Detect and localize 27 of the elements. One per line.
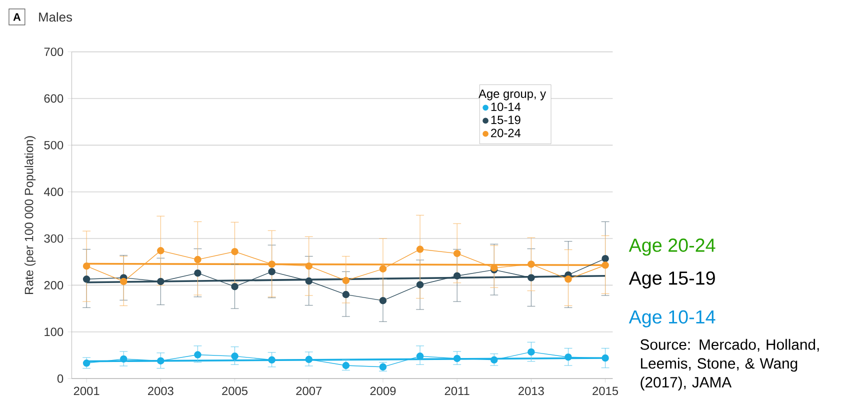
y-tick-label: 500	[44, 140, 64, 150]
y-tick-label: 600	[44, 94, 64, 102]
chart-title: Males	[39, 12, 72, 22]
y-tick-label: 400	[44, 187, 64, 196]
x-tick-label: 2001	[74, 386, 100, 395]
x-tick-label: 2015	[592, 386, 618, 395]
legend-label: 15-19	[491, 115, 520, 124]
x-tick-label: 2009	[370, 386, 396, 395]
text: A	[13, 12, 21, 20]
x-tick-label: 2011	[444, 386, 470, 395]
legend-title: Age group, y	[478, 89, 546, 100]
y-tick-label: 700	[44, 47, 64, 56]
y-tick-label: 200	[44, 280, 64, 290]
source-note: Source: Mercado, Holland, Leemis, Stone, & Wang (2017), JAMA	[640, 338, 819, 390]
text: Age 15-19	[628, 271, 715, 288]
x-tick-label: 2005	[222, 386, 248, 395]
y-tick-label: 300	[44, 234, 64, 242]
y-axis-title: Rate (per 100 000 Population)	[24, 136, 36, 294]
legend-label: 20-24	[491, 128, 521, 137]
x-tick-label: 2013	[518, 386, 544, 395]
x-tick-label: 2007	[296, 386, 322, 395]
legend-label: 10-14	[491, 102, 521, 111]
x-tick-label: 2003	[148, 386, 174, 395]
text: Age 10-14	[628, 310, 716, 328]
text: Age 20-24	[628, 238, 716, 256]
y-tick-label: 100	[44, 327, 64, 336]
y-tick-label: 0	[57, 374, 64, 383]
